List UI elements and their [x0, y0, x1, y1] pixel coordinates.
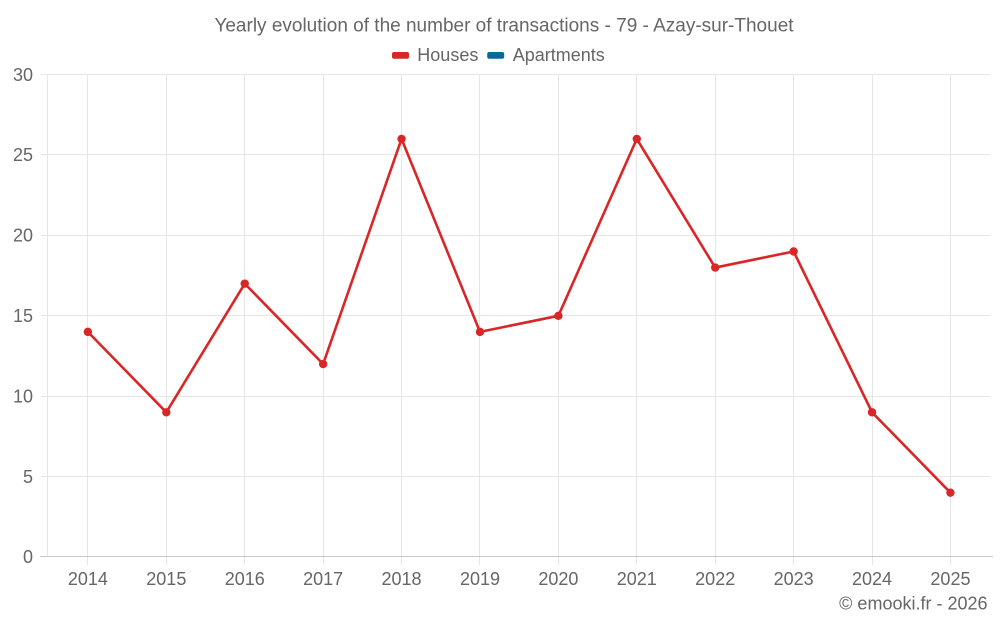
svg-text:0: 0 [23, 547, 33, 567]
svg-text:© emooki.fr - 2026: © emooki.fr - 2026 [839, 594, 987, 614]
svg-text:2018: 2018 [382, 569, 422, 589]
svg-text:20: 20 [13, 226, 33, 246]
svg-text:2014: 2014 [68, 569, 108, 589]
svg-text:5: 5 [23, 467, 33, 487]
svg-text:10: 10 [13, 386, 33, 406]
svg-text:30: 30 [13, 65, 33, 85]
svg-text:2022: 2022 [695, 569, 735, 589]
svg-text:2017: 2017 [303, 569, 343, 589]
svg-text:2023: 2023 [774, 569, 814, 589]
svg-text:15: 15 [13, 306, 33, 326]
svg-text:2021: 2021 [617, 569, 657, 589]
svg-text:Yearly evolution of the number: Yearly evolution of the number of transa… [214, 16, 794, 37]
svg-text:Apartments: Apartments [513, 45, 605, 65]
svg-text:2024: 2024 [852, 569, 892, 589]
svg-text:2019: 2019 [460, 569, 500, 589]
svg-text:2016: 2016 [225, 569, 265, 589]
svg-text:2025: 2025 [930, 569, 970, 589]
svg-text:Houses: Houses [417, 45, 478, 65]
svg-text:2020: 2020 [538, 569, 578, 589]
svg-text:25: 25 [13, 145, 33, 165]
svg-text:2015: 2015 [146, 569, 186, 589]
